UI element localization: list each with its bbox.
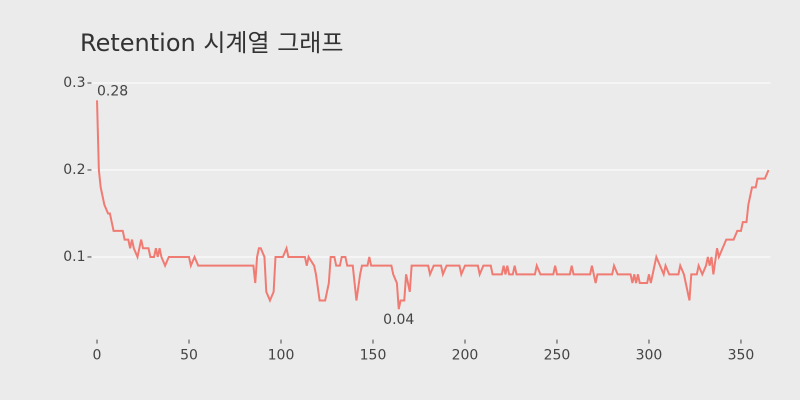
chart-title: Retention 시계열 그래프 <box>80 29 343 57</box>
x-tick-label: 50 <box>180 348 198 364</box>
line <box>96 100 770 310</box>
x-tick-label: 300 <box>636 348 663 364</box>
annotation: 0.28 <box>97 83 128 99</box>
x-tick-label: 250 <box>544 348 571 364</box>
x-tick-label: 350 <box>728 348 755 364</box>
annotation: 0.04 <box>383 312 414 328</box>
x-tick-label: 100 <box>268 348 295 364</box>
y-tick-label: 0.1 <box>63 249 85 265</box>
x-tick-label: 0 <box>93 348 102 364</box>
x-tick-label: 200 <box>452 348 479 364</box>
x-tick-label: 150 <box>360 348 387 364</box>
y-tick-label: 0.3 <box>63 75 85 91</box>
y-tick-label: 0.2 <box>63 162 85 178</box>
